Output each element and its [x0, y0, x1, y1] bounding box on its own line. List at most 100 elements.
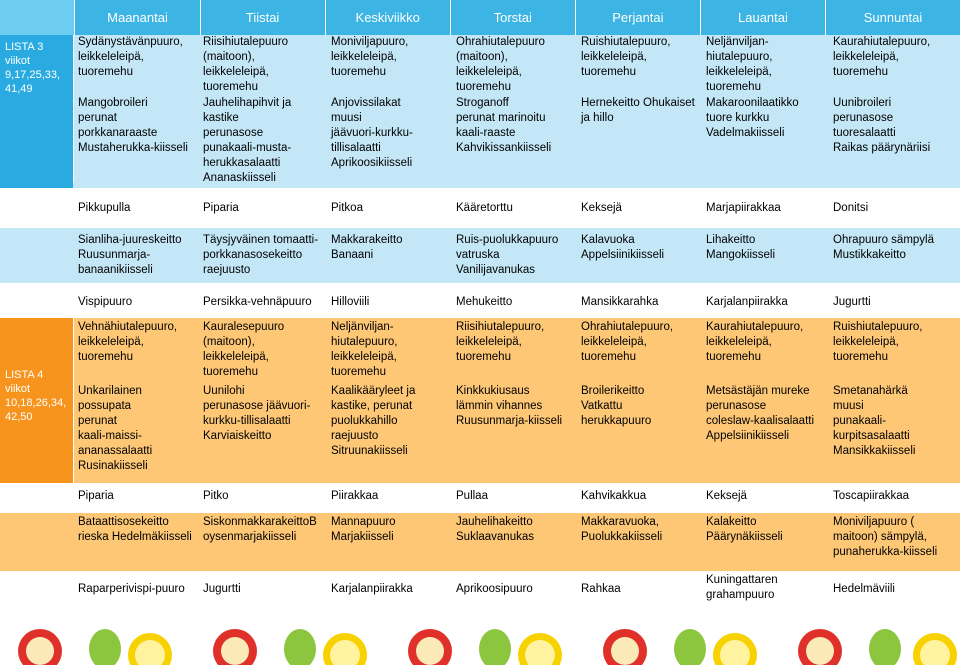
cell-line: leikkeleleipä,: [581, 51, 647, 63]
cell-line: puolukkahillo: [331, 415, 398, 427]
list4-dinner-cell: Makkaravuoka, Puolukkakiisseli: [578, 515, 703, 545]
cell-line: kaali-raaste: [456, 127, 516, 139]
list4-evening-cell: Hedelmäviili: [833, 583, 895, 595]
cell-line: Metsästäjän mureke: [706, 385, 810, 397]
list3-evening-cell: Hilloviili: [331, 296, 370, 308]
list4-dinner-cell: Kalakeitto Päärynäkiisseli: [703, 515, 828, 545]
list4-evening-cell: Aprikoosipuuro: [456, 583, 533, 595]
cell-line: Vadelmakiisseli: [706, 127, 785, 139]
cell-line: leikkeleleipä,: [456, 336, 522, 348]
cell-line: tuoremehu: [203, 366, 258, 378]
cell-line: perunasose: [833, 112, 894, 124]
list4-dinner-cell: SiskonmakkarakeittoB oysenmarjakiisseli: [200, 515, 325, 545]
cell-line: Kinkkukiusaus: [456, 385, 530, 397]
apple-icon: [408, 629, 452, 665]
cell-line: ja hillo: [581, 112, 614, 124]
list3-label-box: [0, 35, 73, 188]
cell-line: herukkasalaatti: [203, 157, 281, 169]
cell-line: leikkeleleipä,: [456, 66, 522, 78]
cell-line: Puolukkakiisseli: [581, 531, 663, 543]
list3-dinner-cell: Makkarakeitto Banaani: [328, 233, 453, 263]
cell-line: ananassalaatti: [78, 445, 153, 457]
list3-evening-cell: Persikka-vehnäpuuro: [203, 296, 312, 308]
cell-line: maitoon) sämpylä,: [833, 531, 927, 543]
cell-line: Ruishiutalepuuro,: [833, 321, 923, 333]
list3-lunch-cell: Makaroonilaatikko tuore kurkku Vadelmakiis…: [703, 96, 828, 141]
cell-line: kurkku-tillisalaatti: [203, 415, 291, 427]
list4-breakfast-lunch-band: [0, 318, 960, 483]
list3-breakfast-cell: Ohrahiutalepuuro (maitoon), leikkeleleipä,…: [453, 35, 578, 95]
cell-line: Neljänviljan-: [331, 321, 394, 333]
list4-lunch-cell: Kinkkukiusaus lämmin vihannes Ruusunmarja-…: [453, 384, 578, 429]
cell-line: Kalavuoka: [581, 234, 635, 246]
list4-snack-band: [0, 483, 960, 513]
cell-line: Kauralesepuuro: [203, 321, 285, 333]
cell-line: jäävuori-kurkku-: [331, 127, 413, 139]
cell-line: Vanilijavanukas: [456, 264, 536, 276]
cell-line: punaherukka-kiisseli: [833, 546, 938, 558]
list4-lunch-cell: Smetanahärkä muusi punakaali-kurpitsasalaa…: [830, 384, 955, 459]
lemon-icon: [323, 633, 367, 665]
list4-snack-cell: Toscapiirakkaa: [833, 490, 910, 502]
cell-line: leikkeleleipä,: [833, 51, 899, 63]
cell-line: Riisihiutalepuuro: [203, 36, 289, 48]
cell-line: kaali-maissi-: [78, 430, 142, 442]
cell-line: perunasose: [706, 400, 767, 412]
cell-line: Anjovissilakat: [331, 97, 401, 109]
list4-breakfast-cell: Riisihiutalepuuro, leikkeleleipä, tuoremeh…: [453, 320, 578, 365]
list4-evening-cell: Raparperivispi-puuro: [78, 583, 185, 595]
cell-line: kastike, perunat: [331, 400, 413, 412]
list3-snack-cell: Marjapiirakkaa: [706, 202, 781, 214]
list4-lunch-cell: Broilerikeitto Vatkattu herukkapuuro: [578, 384, 703, 429]
cell-line: Karviaiskeitto: [203, 430, 272, 442]
day-header-monday: Maanantai: [75, 0, 201, 35]
cell-line: Makaroonilaatikko: [706, 97, 799, 109]
cell-line: punakaali-: [833, 415, 887, 427]
list4-snack-cell: Keksejä: [706, 490, 747, 502]
apple-icon: [18, 629, 62, 665]
lemon-icon: [128, 633, 172, 665]
cell-line: Kalakeitto: [706, 516, 757, 528]
cell-line: (maitoon),: [456, 51, 508, 63]
cell-line: Rusinakiisseli: [78, 460, 148, 472]
cell-line: leikkeleleipä,: [706, 336, 772, 348]
apple-icon: [603, 629, 647, 665]
list4-breakfast-cell: Kauralesepuuro (maitoon), leikkeleleipä, tu…: [200, 320, 325, 380]
cell-line: leikkeleleipä,: [203, 66, 269, 78]
cell-line: Sianliha-juureskeitto: [78, 234, 182, 246]
list3-breakfast-cell: Neljänviljan-hiutalepuuro, leikkeleleipä,…: [703, 35, 828, 95]
cell-line: Unkarilainen: [78, 385, 142, 397]
cell-line: (maitoon),: [203, 336, 255, 348]
list3-dinner-band: [0, 228, 960, 283]
cell-line: Mangobroileri: [78, 97, 148, 109]
cell-line: muusi: [331, 112, 362, 124]
cell-line: perunat: [78, 112, 118, 124]
cell-line: Ruis-puolukkapuuro: [456, 234, 559, 246]
list3-evening-cell: Vispipuuro: [78, 296, 133, 308]
list4-evening-cell: Jugurtti: [203, 583, 241, 595]
cell-line: tuore kurkku: [706, 112, 770, 124]
list4-evening-band: [0, 571, 960, 606]
cell-line: Stroganoff: [456, 97, 509, 109]
cell-line: perunasose: [203, 127, 264, 139]
list4-snack-cell: Pitko: [203, 490, 229, 502]
list3-dinner-cell: Täysjyväinen tomaatti-porkkanasosekeitto…: [200, 233, 325, 278]
day-header-friday: Perjantai: [575, 0, 701, 35]
cell-line: raejuusto: [203, 264, 251, 276]
cell-line: Bataattisosekeitto: [78, 516, 169, 528]
cell-line: perunat marinoitu: [456, 112, 546, 124]
day-header-wednesday: Keskiviikko: [325, 0, 451, 35]
list4-evening-cell-extra: grahampuuro: [706, 589, 775, 601]
list4-dinner-cell: Bataattisosekeitto rieska Hedelmäkiisseli: [75, 515, 200, 545]
cell-line: Mustikkakeitto: [833, 249, 906, 261]
list3-lunch-cell: Hernekeitto Ohukaiset ja hillo: [578, 96, 703, 126]
cell-line: tuoremehu: [581, 351, 636, 363]
pear-icon: [479, 629, 511, 665]
cell-line: Riisihiutalepuuro,: [456, 321, 545, 333]
pear-icon: [89, 629, 121, 665]
cell-line: Ruusunmarja-: [78, 249, 151, 261]
cell-line: lämmin vihannes: [456, 400, 543, 412]
cell-line: Mansikkakiisseli: [833, 445, 916, 457]
cell-line: Raikas päärynäriisi: [833, 142, 931, 154]
day-header-sunday: Sunnuntai: [826, 0, 960, 35]
